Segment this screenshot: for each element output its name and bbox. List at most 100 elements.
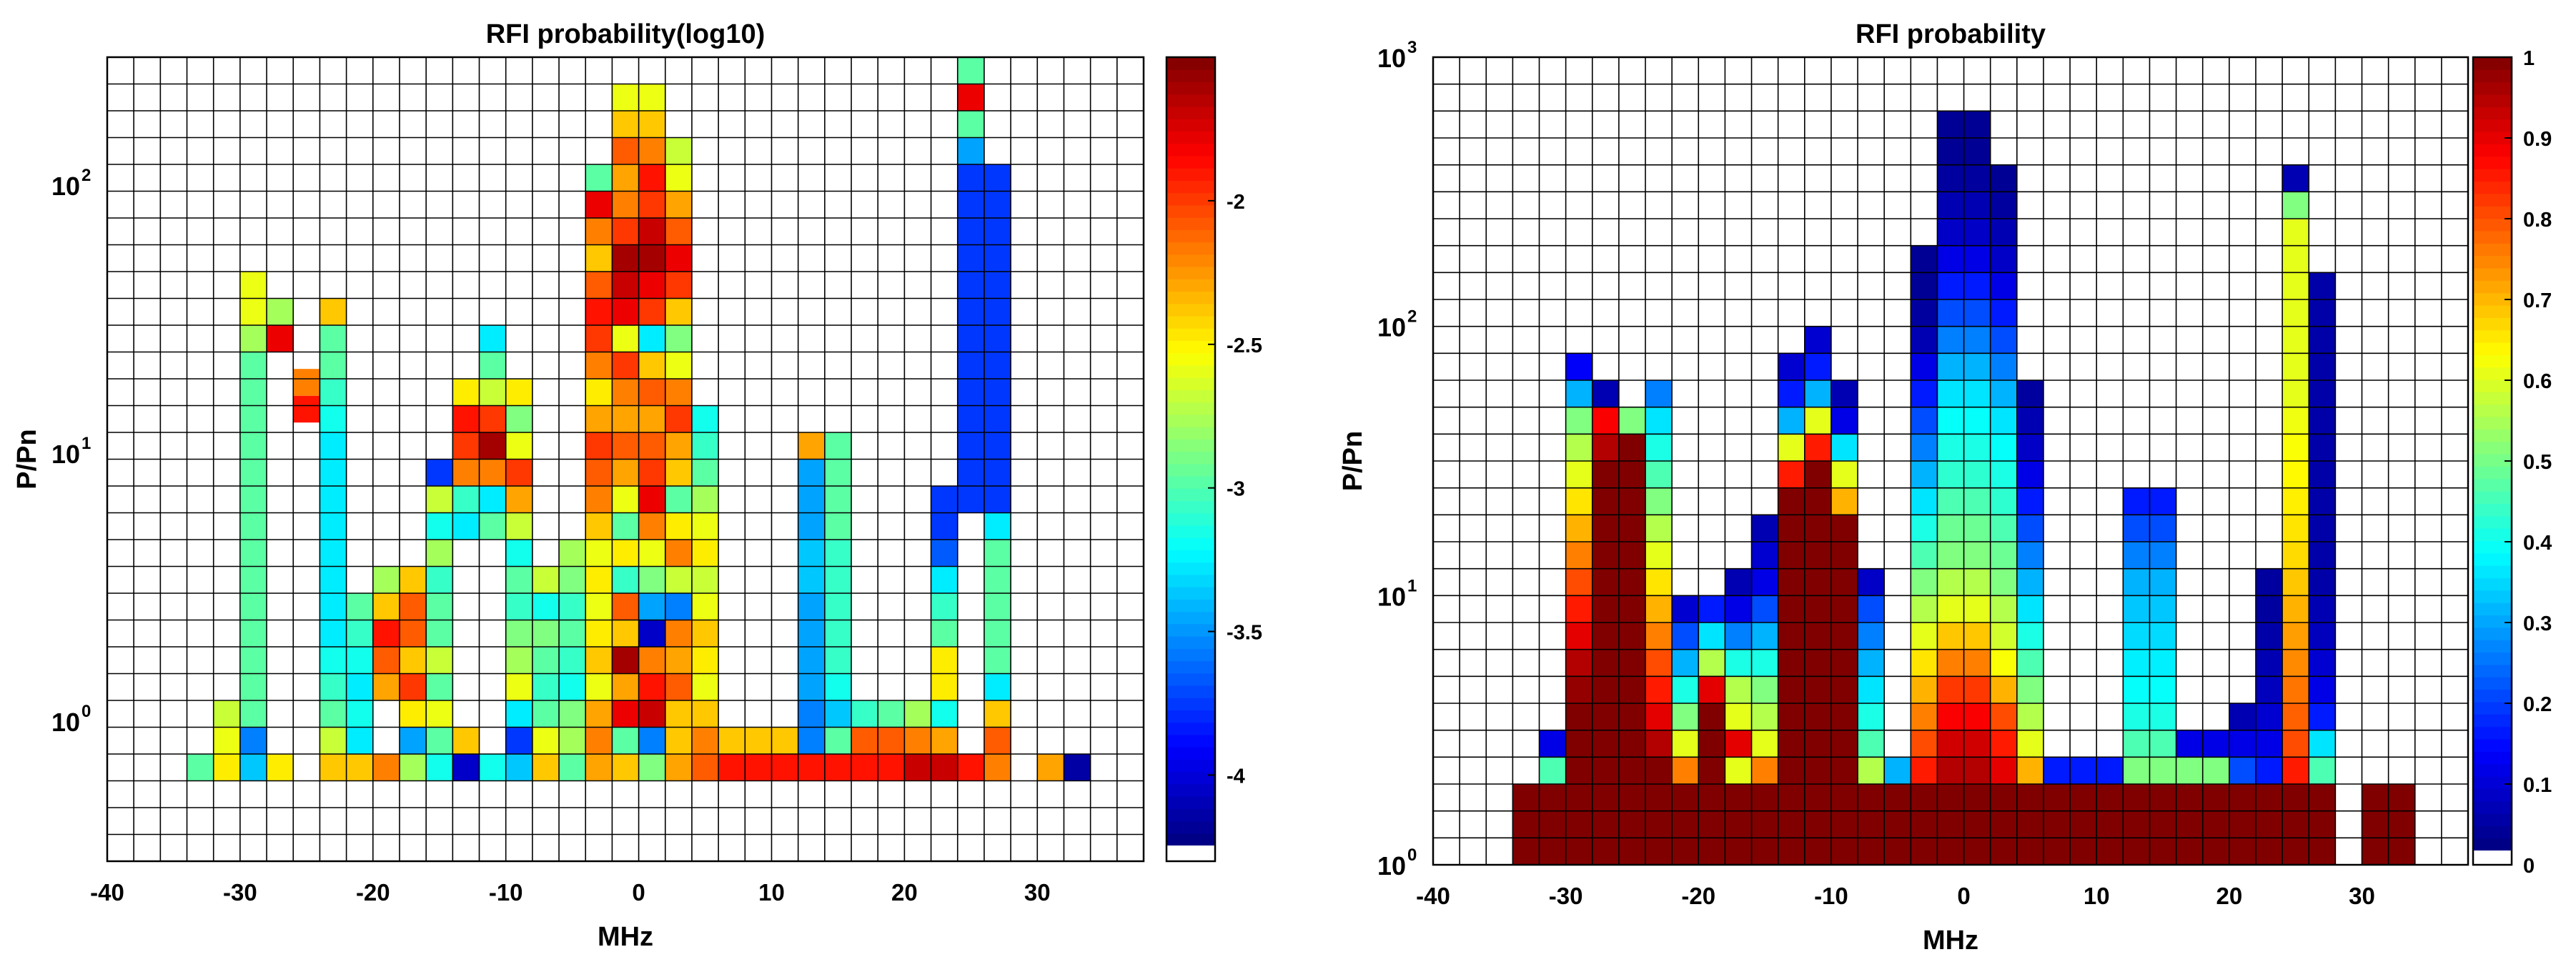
heat-cell [1618, 595, 1646, 623]
heat-cell [1592, 515, 1619, 542]
heat-cell [505, 753, 532, 781]
heat-cell [2282, 623, 2309, 650]
heat-cell [452, 405, 480, 432]
heat-cell [1778, 434, 1805, 461]
heat-cell [1911, 730, 1938, 758]
colorbar-tick-label: 0.4 [2523, 532, 2552, 555]
heat-cell [399, 753, 427, 781]
colorbar-band [2473, 640, 2512, 653]
heat-cell [2388, 810, 2415, 838]
heat-cell [691, 592, 719, 620]
heat-cell [239, 539, 267, 567]
heat-cell [798, 592, 825, 620]
heat-cell [1831, 380, 1858, 407]
heat-cell [665, 432, 692, 460]
heat-cell [612, 620, 639, 647]
heat-cell [612, 700, 639, 728]
heat-cell [1725, 784, 1752, 811]
heat-cell [2123, 542, 2150, 569]
colorbar-band [2473, 230, 2512, 244]
heat-cell [1884, 757, 1911, 784]
colorbar-band [1166, 291, 1215, 304]
heat-cell [691, 432, 719, 460]
colorbar-band [1166, 759, 1215, 773]
colorbar-band [1166, 414, 1215, 427]
heat-cell [372, 620, 400, 647]
y-tick-exponent: 0 [81, 702, 91, 721]
colorbar-band [1166, 796, 1215, 809]
x-tick-label: -10 [489, 879, 523, 906]
colorbar-band [1166, 512, 1215, 526]
y-tick-exponent: 2 [81, 166, 91, 185]
heat-cell [1778, 649, 1805, 677]
heat-cell [1645, 568, 1673, 596]
heat-cell [824, 727, 852, 754]
heat-cell [1539, 838, 1566, 865]
heat-cell [2016, 542, 2044, 569]
colorbar-band [2473, 94, 2512, 107]
heat-cell [1778, 757, 1805, 784]
heat-cell [2309, 326, 2336, 354]
heat-cell [1963, 595, 1991, 623]
heat-cell [239, 727, 267, 754]
heat-cell [1804, 730, 1831, 758]
heat-cell [2149, 515, 2176, 542]
colorbar-tick-label: -3 [1227, 478, 1245, 501]
heat-cell [1037, 753, 1064, 781]
heat-cell [1618, 784, 1646, 811]
heat-cell [931, 566, 958, 593]
heat-cell [2309, 542, 2336, 569]
heat-cell [1963, 407, 1991, 435]
heat-cell [2016, 810, 2044, 838]
heat-cell [585, 700, 613, 728]
heat-cell [1937, 757, 1964, 784]
heat-cell [505, 673, 532, 700]
colorbar-band [2473, 701, 2512, 715]
heat-cell [1672, 810, 1699, 838]
heat-cell [2149, 838, 2176, 865]
colorbar-band [1166, 217, 1215, 230]
heat-cell [239, 378, 267, 406]
x-axis-label: MHz [598, 922, 653, 952]
heat-cell [2309, 515, 2336, 542]
heat-cell [293, 369, 320, 396]
heat-cell [1645, 487, 1673, 515]
heat-cell [957, 485, 984, 513]
heat-cell [559, 539, 586, 567]
heat-cell [2388, 838, 2415, 865]
heat-cell [1990, 784, 2017, 811]
heat-cell [2149, 595, 2176, 623]
heat-cell [2123, 595, 2150, 623]
heat-cell [2229, 810, 2256, 838]
heat-cell [2176, 757, 2203, 784]
heat-cell [1592, 487, 1619, 515]
heat-cell [691, 539, 719, 567]
heat-cell [1990, 326, 2017, 354]
heat-cell [1804, 623, 1831, 650]
heat-cell [638, 566, 665, 593]
heat-cell [239, 459, 267, 486]
heat-cell [638, 727, 665, 754]
heat-cell [1937, 515, 1964, 542]
heat-cell [1592, 407, 1619, 435]
heat-cell [505, 700, 532, 728]
heat-cell [239, 405, 267, 432]
heat-cell [638, 352, 665, 379]
colorbar-band [2473, 478, 2512, 492]
heat-cell [2282, 407, 2309, 435]
heat-cell [1831, 595, 1858, 623]
colorbar-band [1166, 623, 1215, 637]
heat-cell [2282, 326, 2309, 354]
colorbar-band [1166, 808, 1215, 822]
heat-cell [1937, 407, 1964, 435]
heat-cell [984, 700, 1011, 728]
heat-cell [452, 432, 480, 460]
colorbar-band [1166, 660, 1215, 674]
heat-cell [1751, 703, 1778, 730]
heat-cell [1990, 730, 2017, 758]
colorbar-band [1166, 57, 1215, 70]
colorbar-band [2473, 106, 2512, 120]
colorbar-band [1166, 475, 1215, 489]
heat-cell [1645, 757, 1673, 784]
heat-cell [1963, 245, 1991, 273]
